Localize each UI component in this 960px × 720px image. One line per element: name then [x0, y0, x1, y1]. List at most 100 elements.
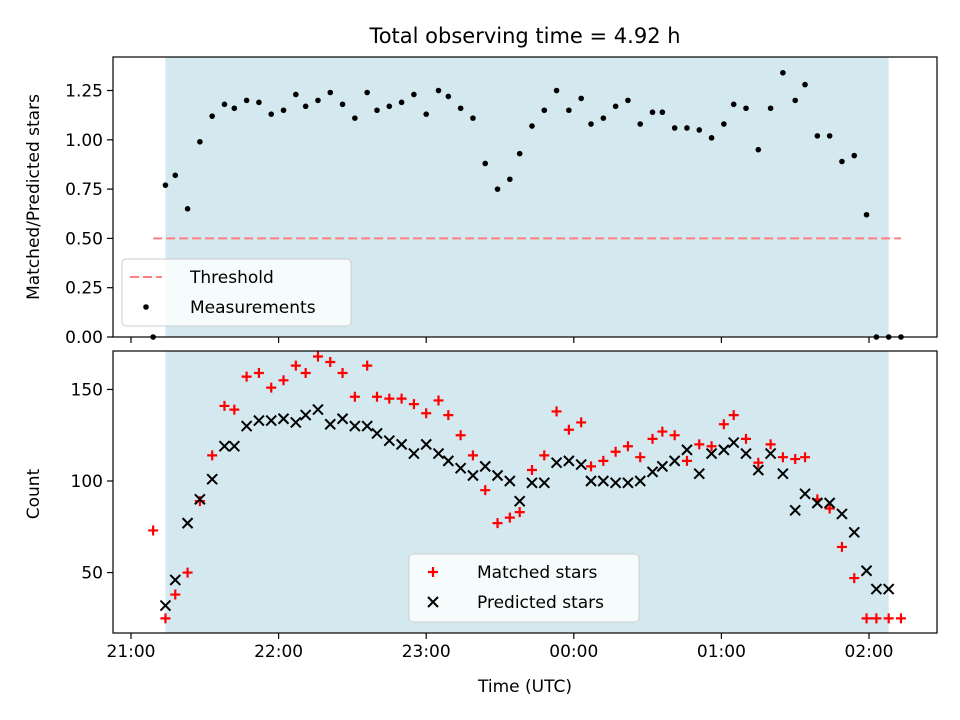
bottom-predicted-star-point	[799, 488, 811, 500]
top-measurement-point	[209, 113, 215, 119]
figure-title: Total observing time = 4.92 h	[368, 24, 680, 48]
bottom-matched-star-point	[622, 441, 633, 452]
bottom-matched-star-point	[408, 399, 419, 410]
bottom-matched-star-point	[514, 507, 525, 518]
top-y-tick-label: 1.00	[65, 131, 103, 151]
bottom-predicted-star-point	[752, 464, 765, 476]
top-measurement-point	[221, 101, 228, 108]
top-measurement-point	[529, 123, 535, 129]
bottom-matched-star-point	[492, 518, 503, 529]
top-measurement-point	[802, 81, 808, 88]
bottom-predicted-star-point	[349, 420, 361, 432]
bottom-matched-star-point	[681, 455, 692, 466]
bottom-predicted-star-point	[240, 420, 253, 432]
bottom-predicted-star-point	[634, 475, 646, 487]
bottom-predicted-star-point	[454, 462, 467, 474]
bottom-predicted-star-point	[395, 438, 408, 451]
top-measurement-point	[398, 99, 405, 106]
top-measurement-point	[516, 150, 523, 157]
top-measurement-point	[352, 115, 358, 121]
top-y-tick-label: 0.25	[65, 279, 103, 299]
bottom-predicted-star-point	[727, 436, 740, 449]
bottom-predicted-star-point	[432, 447, 445, 460]
bottom-y-tick-label: 50	[81, 564, 103, 584]
bottom-matched-star-point	[349, 391, 360, 402]
bottom-predicted-star-point	[668, 455, 681, 467]
top-measurement-point	[721, 121, 727, 127]
bottom-matched-star-point	[669, 430, 680, 441]
bottom-matched-star-point	[551, 406, 562, 417]
bottom-matched-star-point	[871, 613, 882, 624]
top-measurement-point	[730, 101, 737, 108]
top-measurement-point	[231, 105, 238, 112]
bottom-legend-label: Matched stars	[477, 563, 597, 583]
bottom-predicted-star-point	[705, 447, 718, 460]
bottom-predicted-star-point	[491, 469, 504, 482]
bottom-predicted-star-point	[870, 583, 883, 595]
bottom-matched-star-point	[362, 360, 373, 371]
top-measurement-point	[482, 160, 489, 167]
top-y-axis-label: Matched/Predicted stars	[24, 94, 44, 300]
bottom-matched-star-point	[290, 360, 301, 371]
top-measurement-point	[578, 95, 584, 102]
bottom-matched-star-point	[883, 613, 894, 624]
bottom-predicted-star-point	[277, 413, 290, 425]
top-legend-label: Measurements	[190, 298, 316, 318]
top-measurement-point	[327, 89, 334, 96]
bottom-predicted-star-point	[265, 414, 277, 427]
bottom-matched-star-point	[455, 430, 466, 441]
bottom-predicted-star-point	[622, 477, 634, 489]
top-measurement-point	[708, 135, 715, 141]
top-measurement-point	[780, 69, 786, 76]
bottom-matched-star-point	[563, 424, 574, 435]
bottom-predicted-star-point	[479, 460, 491, 473]
bottom-matched-star-point	[741, 433, 751, 444]
top-measurement-point	[649, 109, 656, 116]
bottom-predicted-star-point	[312, 403, 324, 416]
bottom-predicted-star-point	[299, 409, 312, 421]
top-measurement-point	[197, 138, 203, 145]
top-measurement-point	[792, 97, 798, 104]
top-measurement-point	[814, 133, 821, 139]
bottom-predicted-star-point	[609, 477, 622, 489]
bottom-matched-star-point	[300, 367, 311, 378]
bottom-matched-star-point	[325, 356, 336, 367]
bottom-axes-frame	[112, 350, 938, 634]
top-measurement-point	[435, 87, 442, 94]
top-measurement-point	[470, 115, 476, 121]
bottom-legend-box	[408, 553, 640, 623]
bottom-matched-star-point	[790, 454, 801, 465]
bottom-predicted-star-point	[836, 508, 848, 520]
bottom-predicted-star-point	[218, 440, 231, 452]
bottom-matched-star-point	[728, 410, 739, 421]
bottom-matched-star-point	[849, 573, 860, 584]
top-measurement-point	[315, 97, 321, 104]
bottom-predicted-star-point	[159, 599, 172, 612]
top-measurement-point	[184, 206, 191, 212]
bottom-predicted-star-point	[882, 583, 895, 595]
top-measurement-point	[172, 172, 179, 179]
bottom-legend-marker	[428, 567, 438, 577]
bottom-predicted-star-point	[550, 456, 563, 469]
bottom-matched-star-point	[372, 391, 382, 402]
bottom-x-tick-label: 01:00	[697, 642, 746, 662]
bottom-matched-star-point	[647, 433, 658, 444]
bottom-predicted-star-point	[336, 413, 349, 425]
bottom-predicted-star-point	[764, 447, 777, 460]
bottom-predicted-star-point	[526, 477, 538, 489]
top-measurement-point	[684, 125, 690, 131]
top-measurement-point	[243, 97, 250, 104]
bottom-matched-star-point	[148, 525, 159, 536]
top-measurement-point	[423, 111, 430, 117]
bottom-predicted-star-point	[383, 435, 396, 447]
bottom-matched-star-point	[467, 450, 478, 461]
top-measurement-point	[280, 107, 287, 114]
bottom-matched-star-point	[421, 408, 432, 419]
top-measurement-point	[612, 103, 619, 110]
bottom-matched-star-point	[598, 455, 609, 466]
bottom-matched-star-point	[170, 589, 181, 600]
bottom-matched-star-point	[718, 419, 729, 430]
bottom-matched-star-point	[694, 439, 705, 450]
bottom-matched-star-point	[194, 496, 205, 507]
top-y-tick-label: 0.75	[65, 180, 103, 200]
